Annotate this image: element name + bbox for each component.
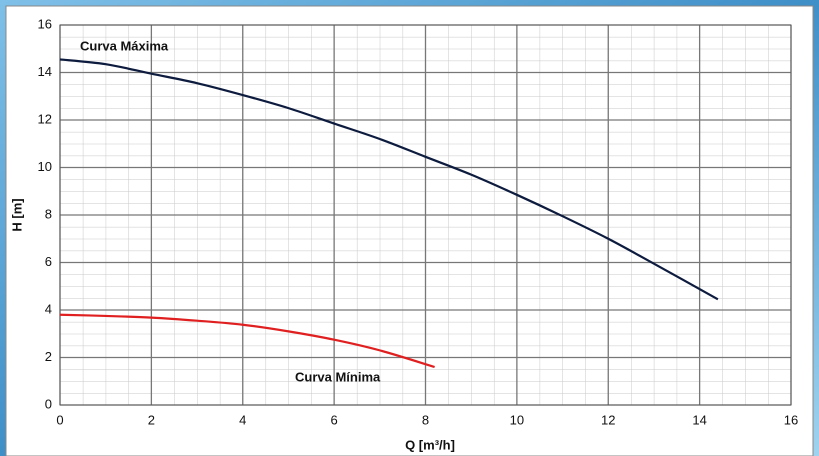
curve-label: Curva Máxima <box>80 38 169 53</box>
curve-label: Curva Mínima <box>295 369 381 384</box>
y-tick-label: 10 <box>38 159 52 174</box>
y-tick-label: 14 <box>38 64 52 79</box>
y-tick-label: 4 <box>45 301 52 316</box>
x-tick-label: 14 <box>692 412 706 427</box>
x-tick-label: 2 <box>148 412 155 427</box>
y-axis-label: H [m] <box>9 198 24 231</box>
x-tick-label: 10 <box>510 412 524 427</box>
y-tick-label: 2 <box>45 349 52 364</box>
x-tick-label: 4 <box>239 412 246 427</box>
x-axis-label: Q [m³/h] <box>405 437 455 452</box>
x-tick-label: 0 <box>56 412 63 427</box>
y-tick-label: 16 <box>38 16 52 31</box>
curve <box>59 58 719 301</box>
x-tick-label: 8 <box>422 412 429 427</box>
x-tick-label: 16 <box>784 412 798 427</box>
plot-frame <box>59 24 792 406</box>
curve <box>59 313 435 369</box>
y-tick-label: 0 <box>45 396 52 411</box>
y-tick-label: 12 <box>38 111 52 126</box>
x-tick-label: 6 <box>331 412 338 427</box>
y-tick-label: 8 <box>45 206 52 221</box>
x-tick-label: 12 <box>601 412 615 427</box>
y-tick-label: 6 <box>45 254 52 269</box>
